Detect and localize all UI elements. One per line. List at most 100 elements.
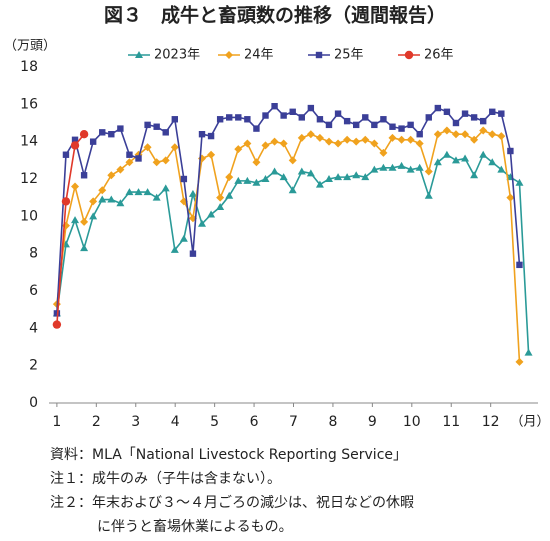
data-point xyxy=(116,199,125,207)
data-point xyxy=(171,116,178,123)
data-point xyxy=(252,158,261,167)
legend-label: 25年 xyxy=(334,48,364,63)
data-point xyxy=(343,117,351,125)
legend-label: 2023年 xyxy=(154,48,200,63)
data-point xyxy=(98,195,107,203)
data-point xyxy=(62,151,70,158)
data-point xyxy=(161,184,170,192)
data-point xyxy=(261,141,270,150)
y-tick-label: 12 xyxy=(20,171,38,187)
data-point xyxy=(71,136,79,143)
data-point xyxy=(288,186,297,194)
legend-marker xyxy=(135,51,143,58)
y-tick-label: 14 xyxy=(20,134,38,150)
legend-marker xyxy=(225,51,233,59)
data-point xyxy=(125,188,134,196)
data-point xyxy=(143,188,152,196)
data-point xyxy=(226,114,233,121)
data-point xyxy=(488,158,497,166)
data-point xyxy=(152,193,161,201)
data-point xyxy=(451,156,460,164)
data-point xyxy=(307,104,315,112)
data-point xyxy=(362,114,369,121)
data-point xyxy=(334,110,342,117)
data-point xyxy=(52,320,62,329)
data-point xyxy=(479,117,487,125)
data-point xyxy=(389,123,396,130)
data-point xyxy=(388,133,397,142)
series-line xyxy=(56,129,521,362)
x-tick-label: 10 xyxy=(403,414,421,430)
data-point xyxy=(325,121,333,129)
data-point xyxy=(252,178,261,186)
x-tick-label: 9 xyxy=(368,414,377,430)
x-tick-label: 1 xyxy=(52,414,61,430)
data-point xyxy=(98,186,107,195)
data-point xyxy=(80,217,89,226)
series-line xyxy=(56,133,85,325)
x-tick-label: 12 xyxy=(482,414,500,430)
data-point xyxy=(216,203,225,210)
x-tick-label: 2 xyxy=(92,414,101,430)
data-point xyxy=(371,121,378,129)
data-point xyxy=(270,137,279,146)
data-point xyxy=(315,180,324,188)
data-point xyxy=(244,116,251,123)
data-point xyxy=(497,165,506,173)
note: 注１：成牛のみ（子牛は含まない）。 xyxy=(50,471,281,487)
data-point xyxy=(271,103,278,110)
data-point xyxy=(79,130,89,139)
data-point xyxy=(198,131,206,138)
x-tick-label: 11 xyxy=(442,414,460,430)
data-point xyxy=(61,221,70,230)
data-point xyxy=(89,212,98,220)
y-tick-label: 18 xyxy=(20,59,38,75)
data-point xyxy=(334,139,343,148)
data-point xyxy=(161,156,170,165)
series-line xyxy=(56,153,530,353)
y-tick-label: 8 xyxy=(29,246,38,262)
data-point xyxy=(135,155,142,162)
y-tick-label: 4 xyxy=(29,320,38,336)
data-point xyxy=(406,165,415,173)
data-point xyxy=(425,114,432,121)
data-point xyxy=(61,197,71,206)
legend-marker xyxy=(315,51,323,59)
x-tick-label: 4 xyxy=(171,414,180,430)
data-point xyxy=(424,191,433,199)
data-point xyxy=(407,121,414,129)
legend-label: 24年 xyxy=(244,48,274,63)
data-point xyxy=(262,112,269,119)
data-point xyxy=(424,167,433,176)
data-point xyxy=(108,131,115,138)
data-point xyxy=(433,158,442,166)
data-point xyxy=(279,139,288,148)
data-point xyxy=(397,161,406,169)
data-point xyxy=(470,171,479,179)
data-point xyxy=(289,108,296,115)
data-point xyxy=(352,137,361,146)
data-point xyxy=(116,165,125,174)
data-point xyxy=(71,182,80,191)
x-tick-label: 8 xyxy=(328,414,337,430)
data-point xyxy=(343,173,352,181)
data-point xyxy=(207,132,215,140)
x-tick-label: 7 xyxy=(289,414,298,430)
data-point xyxy=(406,135,415,144)
y-tick-label: 0 xyxy=(29,395,38,411)
data-point xyxy=(516,261,523,269)
data-point xyxy=(143,143,152,152)
data-point xyxy=(515,178,524,186)
data-point xyxy=(152,158,161,167)
data-point xyxy=(80,244,89,252)
data-point xyxy=(216,116,224,123)
data-point xyxy=(89,138,97,145)
data-point xyxy=(361,135,370,144)
data-point xyxy=(243,139,252,148)
data-point xyxy=(125,158,134,167)
legend-label: 26年 xyxy=(424,48,454,63)
data-point xyxy=(380,116,387,123)
data-point xyxy=(343,135,352,144)
data-point xyxy=(451,130,460,139)
